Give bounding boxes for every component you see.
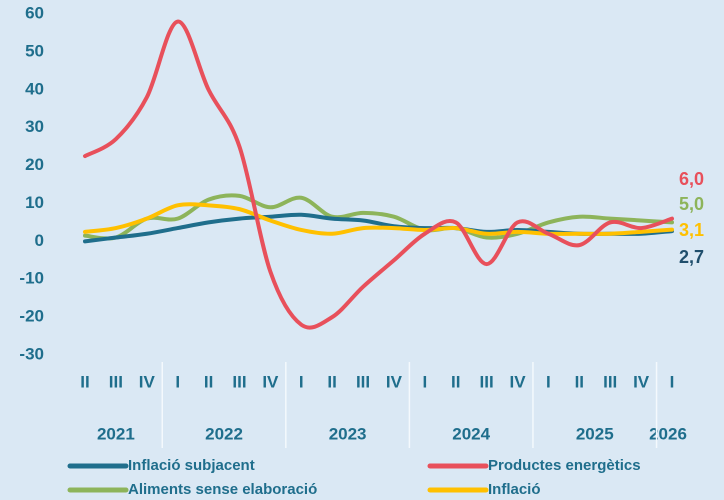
x-tick-label: IV	[633, 372, 650, 391]
x-tick-label: IV	[262, 372, 279, 391]
y-tick-label: 30	[25, 117, 44, 136]
y-tick-label: 20	[25, 155, 44, 174]
y-tick-label: 40	[25, 79, 44, 98]
data-label: 3,1	[679, 220, 704, 240]
legend-label: Productes energètics	[488, 457, 641, 474]
x-tick-label: III	[356, 372, 370, 391]
y-tick-label: -20	[19, 307, 44, 326]
data-label: 6,0	[679, 169, 704, 189]
series-line	[83, 19, 674, 330]
y-tick-label: 0	[35, 231, 44, 250]
x-tick-label: IV	[139, 372, 156, 391]
x-tick-label: II	[327, 372, 336, 391]
x-tick-label: I	[546, 372, 551, 391]
year-label: 2022	[205, 424, 243, 443]
x-tick-label: I	[422, 372, 427, 391]
x-tick-label: IV	[386, 372, 403, 391]
y-tick-label: -30	[19, 344, 44, 363]
x-tick-label: III	[232, 372, 246, 391]
y-tick-label: 10	[25, 193, 44, 212]
x-tick-label: I	[670, 372, 675, 391]
year-label: 2026	[649, 424, 687, 443]
y-tick-label: 50	[25, 41, 44, 60]
x-tick-label: III	[109, 372, 123, 391]
x-tick-label: II	[575, 372, 584, 391]
x-tick-label: II	[204, 372, 213, 391]
series-line	[83, 202, 674, 236]
year-label: 2024	[452, 424, 490, 443]
data-label: 5,0	[679, 194, 704, 214]
year-label: 2025	[576, 424, 614, 443]
series-line	[83, 193, 674, 241]
x-tick-label: II	[451, 372, 460, 391]
x-tick-label: III	[480, 372, 494, 391]
legend-label: Inflació	[488, 481, 541, 498]
data-label: 2,7	[679, 247, 704, 267]
legend-label: Inflació subjacent	[128, 457, 255, 474]
x-tick-label: IV	[509, 372, 526, 391]
legend-label: Aliments sense elaboració	[128, 481, 317, 498]
year-label: 2023	[329, 424, 367, 443]
year-label: 2021	[97, 424, 135, 443]
x-tick-label: II	[80, 372, 89, 391]
x-tick-label: I	[175, 372, 180, 391]
x-tick-label: I	[299, 372, 304, 391]
y-tick-label: 60	[25, 3, 44, 22]
x-tick-label: III	[603, 372, 617, 391]
y-tick-label: -10	[19, 269, 44, 288]
